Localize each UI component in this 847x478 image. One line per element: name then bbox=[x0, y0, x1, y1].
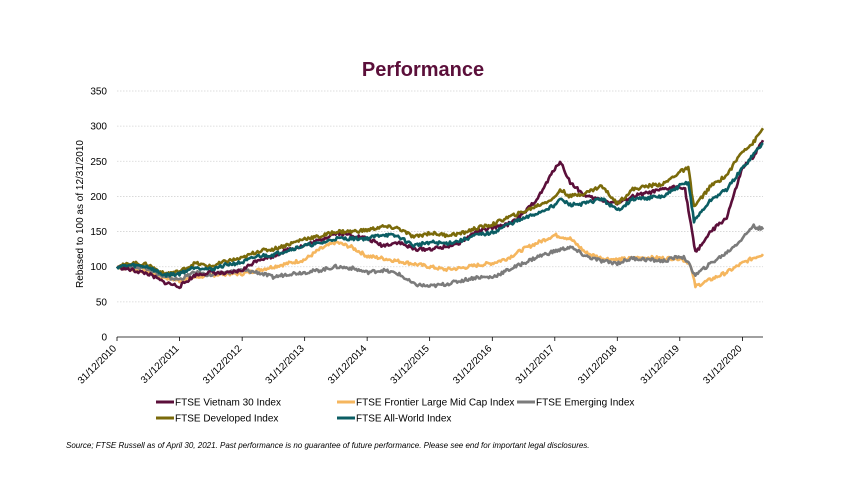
legend-label-vietnam: FTSE Vietnam 30 Index bbox=[175, 398, 281, 409]
series-lines bbox=[115, 127, 765, 290]
y-tick-label: 0 bbox=[101, 333, 107, 344]
y-axis-ticks: 0 50 100 150 200 250 300 350 bbox=[90, 87, 107, 344]
y-tick-label: 50 bbox=[96, 297, 108, 308]
x-tick-label: 31/12/2010 bbox=[76, 343, 119, 386]
x-tick-label: 31/12/2011 bbox=[139, 343, 182, 386]
x-tick-label: 31/12/2014 bbox=[326, 343, 369, 386]
chart-title: Performance bbox=[362, 59, 484, 81]
x-tick-label: 31/12/2017 bbox=[514, 343, 557, 386]
y-tick-label: 300 bbox=[90, 122, 107, 133]
gridlines bbox=[117, 90, 763, 338]
x-tick-label: 31/12/2015 bbox=[389, 343, 432, 386]
y-tick-label: 350 bbox=[90, 87, 107, 98]
y-tick-label: 150 bbox=[90, 227, 107, 238]
legend-label-allworld: FTSE All-World Index bbox=[356, 414, 451, 425]
x-tick-label: 31/12/2019 bbox=[639, 343, 682, 386]
source-note: Source; FTSE Russell as of April 30, 202… bbox=[66, 441, 590, 450]
legend: FTSE Vietnam 30 Index FTSE Frontier Large… bbox=[156, 398, 634, 425]
x-tick-label: 31/12/2020 bbox=[701, 343, 744, 386]
y-axis-label: Rebased to 100 as of 12/31/2010 bbox=[75, 140, 86, 288]
series-line-developed bbox=[116, 127, 765, 276]
legend-label-developed: FTSE Developed Index bbox=[175, 414, 278, 425]
x-tick-label: 31/12/2016 bbox=[451, 343, 494, 386]
x-tick-label: 31/12/2013 bbox=[264, 343, 307, 386]
y-tick-label: 100 bbox=[90, 262, 107, 273]
x-tick-label: 31/12/2012 bbox=[201, 343, 244, 386]
series-line-vietnam bbox=[116, 139, 765, 290]
y-tick-label: 200 bbox=[90, 192, 107, 203]
x-axis-ticks: 31/12/2010 31/12/2011 31/12/2012 31/12/2013… bbox=[76, 337, 745, 387]
series-line-allworld bbox=[115, 142, 764, 278]
y-tick-label: 250 bbox=[90, 157, 107, 168]
legend-label-frontier: FTSE Frontier Large Mid Cap Index bbox=[356, 398, 514, 409]
legend-label-emerging: FTSE Emerging Index bbox=[536, 398, 634, 409]
x-tick-label: 31/12/2018 bbox=[576, 343, 619, 386]
